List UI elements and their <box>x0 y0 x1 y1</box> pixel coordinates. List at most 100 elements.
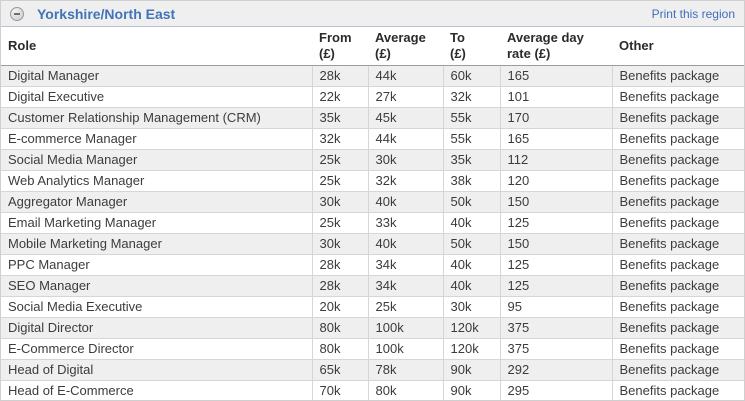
column-header-role: Role <box>1 27 312 66</box>
cell-role: Digital Director <box>1 316 313 339</box>
table-row: Head of Digital 65k 78k 90k 292 Benefits… <box>1 358 744 381</box>
cell-from: 32k <box>311 127 369 150</box>
cell-to: 90k <box>442 379 501 400</box>
table-row: Email Marketing Manager 25k 33k 40k 125 … <box>1 211 744 234</box>
cell-role: Customer Relationship Management (CRM) <box>1 106 313 129</box>
cell-other: Benefits package <box>611 295 744 318</box>
cell-from: 80k <box>311 337 369 360</box>
region-title: Yorkshire/North East <box>37 5 176 22</box>
cell-to: 55k <box>442 106 501 129</box>
cell-role: Social Media Executive <box>1 295 313 318</box>
cell-other: Benefits package <box>611 169 744 192</box>
cell-to: 55k <box>442 127 501 150</box>
cell-average: 32k <box>367 169 444 192</box>
cell-day-rate: 120 <box>499 169 613 192</box>
cell-from: 30k <box>311 190 369 213</box>
cell-average: 40k <box>367 190 444 213</box>
cell-average: 27k <box>367 85 444 108</box>
cell-to: 40k <box>442 274 501 297</box>
cell-to: 32k <box>442 85 501 108</box>
cell-to: 120k <box>442 316 501 339</box>
cell-day-rate: 101 <box>499 85 613 108</box>
cell-average: 34k <box>367 253 444 276</box>
cell-other: Benefits package <box>611 358 744 381</box>
cell-day-rate: 375 <box>499 316 613 339</box>
cell-role: Mobile Marketing Manager <box>1 232 313 255</box>
cell-other: Benefits package <box>611 379 744 400</box>
cell-average: 25k <box>367 295 444 318</box>
cell-from: 70k <box>311 379 369 400</box>
table-row: Social Media Executive 20k 25k 30k 95 Be… <box>1 295 744 318</box>
cell-to: 38k <box>442 169 501 192</box>
cell-role: PPC Manager <box>1 253 313 276</box>
cell-day-rate: 165 <box>499 127 613 150</box>
cell-day-rate: 292 <box>499 358 613 381</box>
cell-other: Benefits package <box>611 316 744 339</box>
cell-other: Benefits package <box>611 211 744 234</box>
cell-from: 28k <box>311 274 369 297</box>
table-row: PPC Manager 28k 34k 40k 125 Benefits pac… <box>1 253 744 276</box>
cell-from: 20k <box>311 295 369 318</box>
cell-day-rate: 165 <box>499 64 613 87</box>
cell-from: 22k <box>311 85 369 108</box>
cell-to: 90k <box>442 358 501 381</box>
cell-role: Email Marketing Manager <box>1 211 313 234</box>
cell-to: 40k <box>442 253 501 276</box>
cell-other: Benefits package <box>611 85 744 108</box>
cell-other: Benefits package <box>611 190 744 213</box>
cell-other: Benefits package <box>611 127 744 150</box>
cell-average: 30k <box>367 148 444 171</box>
cell-to: 30k <box>442 295 501 318</box>
cell-day-rate: 375 <box>499 337 613 360</box>
cell-day-rate: 150 <box>499 190 613 213</box>
cell-average: 100k <box>367 316 444 339</box>
table-row: Digital Executive 22k 27k 32k 101 Benefi… <box>1 85 744 108</box>
salary-table: Role From (£) Average (£) To (£) Average… <box>1 27 744 400</box>
cell-day-rate: 112 <box>499 148 613 171</box>
cell-day-rate: 125 <box>499 253 613 276</box>
print-region-link[interactable]: Print this region <box>651 6 735 21</box>
table-body: Digital Manager 28k 44k 60k 165 Benefits… <box>1 64 744 400</box>
table-row: SEO Manager 28k 34k 40k 125 Benefits pac… <box>1 274 744 297</box>
cell-role: Head of E-Commerce <box>1 379 313 400</box>
cell-average: 40k <box>367 232 444 255</box>
cell-average: 44k <box>367 64 444 87</box>
table-row: Digital Manager 28k 44k 60k 165 Benefits… <box>1 64 744 87</box>
cell-role: SEO Manager <box>1 274 313 297</box>
cell-day-rate: 295 <box>499 379 613 400</box>
cell-average: 100k <box>367 337 444 360</box>
cell-day-rate: 95 <box>499 295 613 318</box>
cell-role: E-Commerce Director <box>1 337 313 360</box>
cell-average: 44k <box>367 127 444 150</box>
cell-other: Benefits package <box>611 148 744 171</box>
region-header-bar: Yorkshire/North East Print this region <box>1 1 744 27</box>
cell-other: Benefits package <box>611 337 744 360</box>
table-header-row: Role From (£) Average (£) To (£) Average… <box>1 27 744 66</box>
table-row: Aggregator Manager 30k 40k 50k 150 Benef… <box>1 190 744 213</box>
cell-to: 40k <box>442 211 501 234</box>
cell-from: 25k <box>311 211 369 234</box>
cell-role: Digital Executive <box>1 85 313 108</box>
cell-average: 78k <box>367 358 444 381</box>
table-header: Role From (£) Average (£) To (£) Average… <box>1 27 744 66</box>
table-row: Web Analytics Manager 25k 32k 38k 120 Be… <box>1 169 744 192</box>
column-header-day-rate: Average day rate (£) <box>500 27 612 66</box>
cell-to: 35k <box>442 148 501 171</box>
cell-role: Web Analytics Manager <box>1 169 313 192</box>
cell-other: Benefits package <box>611 274 744 297</box>
cell-other: Benefits package <box>611 253 744 276</box>
table-row: Mobile Marketing Manager 30k 40k 50k 150… <box>1 232 744 255</box>
collapse-icon[interactable] <box>10 6 24 21</box>
cell-from: 65k <box>311 358 369 381</box>
cell-from: 28k <box>311 253 369 276</box>
column-header-other: Other <box>612 27 744 66</box>
cell-from: 28k <box>311 64 369 87</box>
cell-day-rate: 125 <box>499 211 613 234</box>
cell-role: Social Media Manager <box>1 148 313 171</box>
cell-to: 50k <box>442 232 501 255</box>
cell-other: Benefits package <box>611 232 744 255</box>
cell-other: Benefits package <box>611 106 744 129</box>
cell-from: 35k <box>311 106 369 129</box>
cell-to: 120k <box>442 337 501 360</box>
